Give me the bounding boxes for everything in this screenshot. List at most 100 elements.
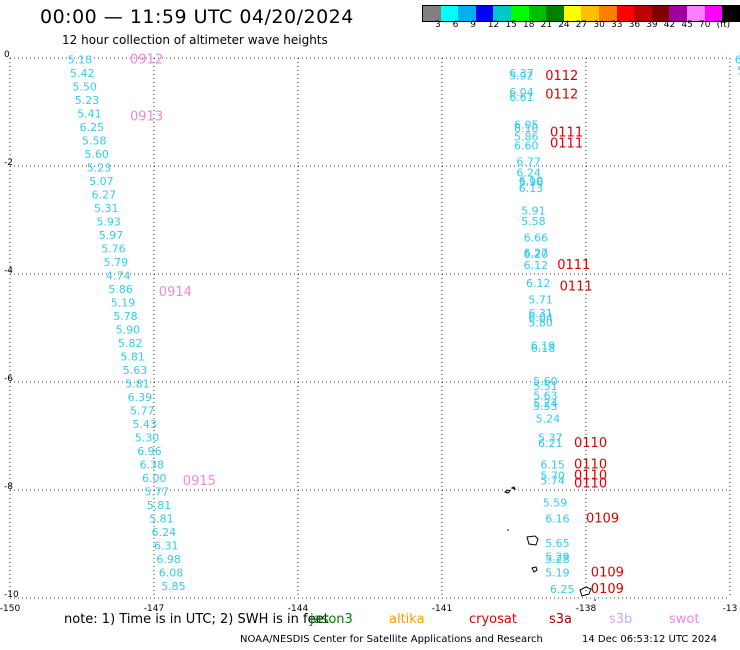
x-tick-label: -144 [288, 604, 309, 614]
wave-height-value: 6.13 [519, 182, 544, 195]
wave-height-value: 5.81 [120, 351, 144, 364]
wave-height-value: 5.53 [533, 400, 558, 413]
wave-height-value: 5.79 [104, 256, 129, 269]
x-tick-label: -147 [144, 604, 164, 614]
wave-height-value: 5.81 [147, 499, 172, 512]
wave-height-value: 5.65 [545, 537, 570, 550]
pass-time-label: 0110 [574, 436, 607, 451]
wave-height-value: 6.05 [514, 118, 539, 131]
y-tick-label: 0 [4, 50, 10, 60]
pass-time-label: 0112 [545, 88, 578, 103]
colorbar-tick-label: 42 [663, 20, 676, 30]
island-coastline [526, 535, 539, 546]
colorbar-tick-label: 3 [435, 20, 441, 30]
wave-height-value: 6.04 [509, 86, 534, 99]
page-title: 00:00 — 11:59 UTC 04/20/2024 [40, 6, 354, 28]
colorbar-swatch [581, 6, 599, 21]
wave-height-value: 5.07 [89, 175, 114, 188]
wave-height-value: 6.21 [538, 437, 563, 450]
colorbar-swatch [722, 6, 740, 21]
colorbar-tick-label: 6 [452, 20, 459, 30]
wave-height-value: 6.50 [735, 54, 740, 67]
credit-line: NOAA/NESDIS Center for Satellite Applica… [240, 634, 543, 645]
colorbar-tick-label: 24 [558, 20, 570, 30]
island-coastline [503, 486, 516, 494]
island-dot [507, 529, 509, 531]
wave-height-value: 6.27 [92, 189, 117, 202]
wave-height-value: 6.37 [509, 67, 534, 80]
wave-height-value: 5.70 [540, 469, 565, 482]
colorbar-swatch [704, 6, 723, 21]
colorbar-swatch [616, 6, 635, 21]
wave-height-value: 5.71 [528, 293, 553, 306]
wave-height-value: 5.63 [123, 364, 148, 377]
colorbar-swatch [423, 6, 441, 21]
wave-height-value: 5.91 [521, 204, 546, 217]
wave-height-value: 5.97 [99, 229, 124, 242]
satellite-legend-item: cryosat [469, 612, 517, 627]
pass-time-label: 0112 [545, 69, 578, 84]
wave-height-value: 5.23 [75, 94, 100, 107]
pass-time-label: 0111 [560, 279, 593, 294]
generated-timestamp: 14 Dec 06:53:12 UTC 2024 [582, 634, 717, 645]
colorbar-tick-label: 36 [628, 20, 641, 30]
x-tick-label: -13 [723, 604, 738, 614]
colorbar-swatch [563, 6, 582, 21]
footer-note: note: 1) Time is in UTC; 2) SWH is in fe… [64, 612, 329, 627]
wave-height-value: 6.19 [531, 339, 556, 352]
colorbar-swatch [651, 6, 670, 21]
wave-height-value: 5.19 [111, 297, 136, 310]
wave-height-value: 5.77 [130, 405, 155, 418]
wave-height-value: 5.74 [540, 474, 565, 487]
pass-time-label: 0109 [591, 582, 624, 597]
wave-height-value: 5.31 [94, 202, 119, 215]
wave-height-value: 5.58 [521, 215, 546, 228]
pass-time-label: 0912 [130, 53, 163, 68]
wave-height-value: 5.86 [108, 283, 132, 296]
wave-height-value: 5.59 [543, 496, 568, 509]
colorbar-swatch [510, 6, 529, 21]
satellite-legend-item: jason3 [310, 612, 353, 627]
wave-height-value: 5.4 [737, 64, 740, 77]
wave-height-value: 5.30 [135, 432, 160, 445]
wave-height-value: 5.51 [533, 380, 558, 393]
wave-height-value: 5.24 [533, 397, 558, 410]
wave-height-value: 5.58 [82, 135, 107, 148]
colorbar-swatch [440, 6, 459, 21]
satellite-legend-item: altika [389, 612, 425, 627]
wave-height-value: 5.77 [144, 486, 169, 499]
colorbar-swatch [546, 6, 564, 21]
page-subtitle: 12 hour collection of altimeter wave hei… [62, 33, 328, 47]
wave-height-value: 6.24 [516, 166, 541, 179]
wave-height-value: 6.96 [137, 445, 162, 458]
wave-height-value: 6.31 [154, 540, 179, 553]
wave-height-value: 6.20 [524, 248, 549, 261]
wave-height-value: 6.12 [526, 277, 551, 290]
colorbar-swatch [598, 6, 617, 21]
wave-height-value: 6.08 [159, 567, 184, 580]
satellite-legend-item: s3b [609, 612, 633, 627]
wave-height-value: 5.43 [132, 418, 157, 431]
colorbar-swatch [528, 6, 547, 21]
wave-height-value: 6.61 [509, 91, 534, 104]
satellite-legend-item: s3a [549, 612, 573, 627]
wave-height-value: 4.74 [106, 270, 131, 283]
wave-height-value: 5.28 [545, 553, 570, 566]
wave-height-value: 5.19 [545, 567, 570, 580]
wave-height-value: 6.60 [514, 139, 539, 152]
pass-time-label: 0110 [574, 477, 607, 492]
island-coastline [531, 566, 538, 573]
island-dot [594, 599, 596, 601]
colorbar-tick-label: 33 [611, 20, 623, 30]
wave-height-value: 5.60 [84, 148, 109, 161]
pass-time-label: 0915 [183, 474, 216, 489]
wave-height-value: 5.85 [161, 580, 186, 593]
wave-height-value: 5.18 [68, 54, 93, 67]
wave-height-value: 5.82 [118, 337, 143, 350]
wave-height-value: 5.93 [96, 216, 121, 229]
wave-height-value: 6.25 [550, 583, 575, 596]
wave-height-value: 6.77 [516, 156, 541, 169]
pass-time-label: 0914 [159, 285, 192, 300]
wave-height-value: 6.98 [156, 553, 181, 566]
